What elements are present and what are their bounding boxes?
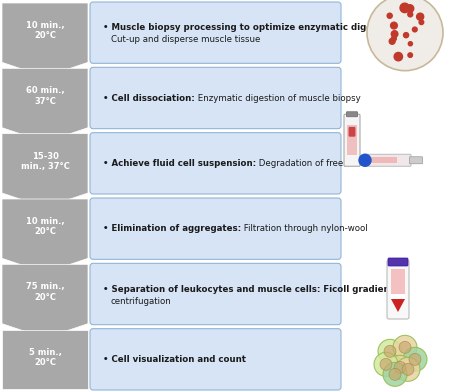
Text: 60 min.,
37°C: 60 min., 37°C xyxy=(26,86,64,106)
Circle shape xyxy=(387,13,392,18)
Circle shape xyxy=(351,127,353,129)
Circle shape xyxy=(359,154,371,166)
FancyBboxPatch shape xyxy=(346,112,357,117)
Circle shape xyxy=(408,53,412,57)
FancyBboxPatch shape xyxy=(90,198,341,260)
Circle shape xyxy=(408,12,413,17)
Polygon shape xyxy=(2,330,88,389)
FancyBboxPatch shape xyxy=(364,154,411,166)
FancyBboxPatch shape xyxy=(344,114,360,166)
Circle shape xyxy=(383,362,407,387)
FancyBboxPatch shape xyxy=(90,263,341,325)
Circle shape xyxy=(391,22,397,29)
Polygon shape xyxy=(2,199,88,273)
Circle shape xyxy=(384,345,396,358)
Circle shape xyxy=(408,42,412,46)
Text: • Elimination of aggregates:: • Elimination of aggregates: xyxy=(103,224,241,233)
Circle shape xyxy=(351,133,353,134)
Circle shape xyxy=(351,131,353,132)
Circle shape xyxy=(351,134,353,136)
Circle shape xyxy=(353,127,355,129)
Circle shape xyxy=(349,129,351,131)
Polygon shape xyxy=(2,264,88,338)
Circle shape xyxy=(389,368,401,380)
Circle shape xyxy=(353,134,355,136)
Circle shape xyxy=(349,131,351,132)
Circle shape xyxy=(351,129,353,131)
Circle shape xyxy=(399,341,411,353)
Circle shape xyxy=(389,38,395,44)
Circle shape xyxy=(403,33,409,38)
FancyBboxPatch shape xyxy=(90,132,341,194)
FancyBboxPatch shape xyxy=(347,125,357,155)
Circle shape xyxy=(353,129,355,131)
FancyBboxPatch shape xyxy=(391,294,405,299)
Circle shape xyxy=(349,127,351,129)
Circle shape xyxy=(396,358,420,381)
Circle shape xyxy=(412,27,417,32)
Text: 10 min.,
20°C: 10 min., 20°C xyxy=(26,21,64,40)
FancyBboxPatch shape xyxy=(90,328,341,390)
Circle shape xyxy=(409,353,421,365)
Text: 10 min.,
20°C: 10 min., 20°C xyxy=(26,217,64,236)
Circle shape xyxy=(394,53,402,61)
FancyBboxPatch shape xyxy=(387,260,409,319)
Circle shape xyxy=(394,361,406,373)
Circle shape xyxy=(374,352,398,376)
Circle shape xyxy=(400,3,410,13)
Text: 5 min.,
20°C: 5 min., 20°C xyxy=(28,348,62,367)
FancyBboxPatch shape xyxy=(388,258,408,266)
Circle shape xyxy=(403,347,427,371)
FancyBboxPatch shape xyxy=(90,67,341,129)
FancyBboxPatch shape xyxy=(410,157,422,164)
Circle shape xyxy=(380,358,392,370)
Circle shape xyxy=(378,339,402,363)
Circle shape xyxy=(367,0,443,71)
FancyBboxPatch shape xyxy=(90,2,341,64)
Text: Cut-up and disperse muscle tissue: Cut-up and disperse muscle tissue xyxy=(111,35,260,44)
Text: Enzymatic digestion of muscle biopsy: Enzymatic digestion of muscle biopsy xyxy=(195,94,361,102)
Circle shape xyxy=(392,31,398,37)
Circle shape xyxy=(349,133,351,134)
Circle shape xyxy=(393,335,417,359)
Circle shape xyxy=(388,355,412,379)
Circle shape xyxy=(417,13,424,20)
Polygon shape xyxy=(2,3,88,77)
FancyBboxPatch shape xyxy=(391,269,405,294)
Text: • Cell dissociation:: • Cell dissociation: xyxy=(103,94,195,102)
Circle shape xyxy=(419,20,424,25)
Circle shape xyxy=(406,5,414,13)
Circle shape xyxy=(402,363,414,375)
Text: 15-30
min., 37°C: 15-30 min., 37°C xyxy=(20,152,69,171)
Text: • Cell visualization and count: • Cell visualization and count xyxy=(103,355,246,364)
Circle shape xyxy=(349,134,351,136)
Polygon shape xyxy=(2,68,88,142)
FancyBboxPatch shape xyxy=(367,157,397,163)
Text: • Separation of leukocytes and muscle cells: Ficoll gradient: • Separation of leukocytes and muscle ce… xyxy=(103,285,394,294)
Text: Degradation of free DNA: Degradation of free DNA xyxy=(256,159,365,168)
Text: 75 min.,
20°C: 75 min., 20°C xyxy=(26,282,64,302)
Text: • Muscle biopsy processing to optimize enzymatic digestion:: • Muscle biopsy processing to optimize e… xyxy=(103,23,400,32)
Text: • Achieve fluid cell suspension:: • Achieve fluid cell suspension: xyxy=(103,159,256,168)
Text: Filtration through nylon-wool: Filtration through nylon-wool xyxy=(241,224,368,233)
Circle shape xyxy=(392,36,396,41)
Polygon shape xyxy=(2,134,88,207)
Polygon shape xyxy=(391,299,405,312)
Circle shape xyxy=(353,131,355,132)
Circle shape xyxy=(353,133,355,134)
Text: centrifugation: centrifugation xyxy=(111,296,172,305)
